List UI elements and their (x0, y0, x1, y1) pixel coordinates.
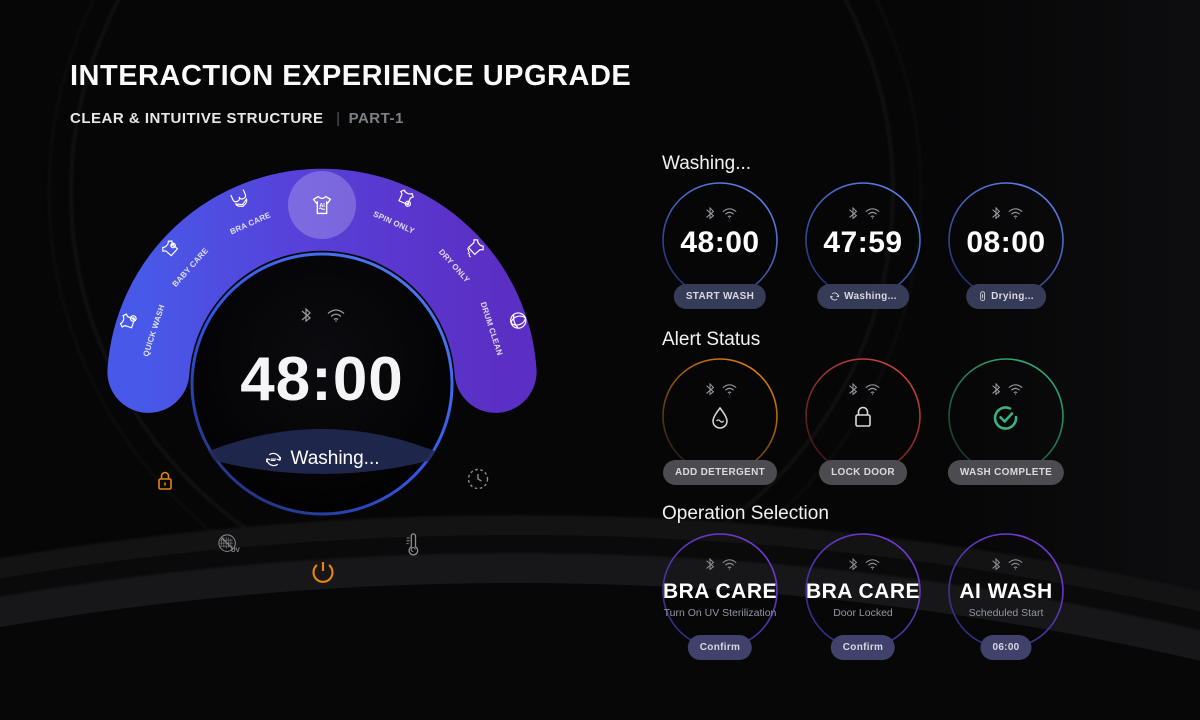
svg-text:UV: UV (231, 547, 241, 554)
